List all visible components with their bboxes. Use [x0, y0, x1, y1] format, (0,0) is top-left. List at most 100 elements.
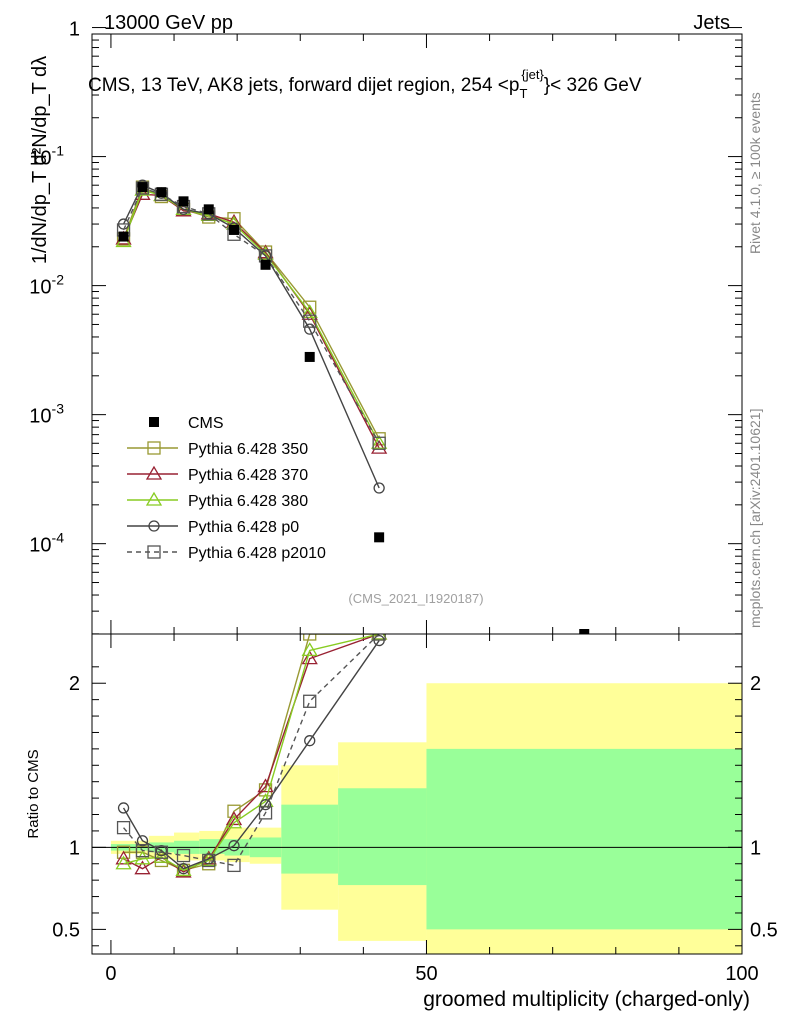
series-point-1: [371, 439, 388, 454]
ratio-point-3: [117, 802, 130, 814]
series-line-2: [122, 189, 380, 444]
rivet-version-label: Rivet 4.1.0, ≥ 100k events: [747, 92, 763, 254]
series-point-3: [304, 323, 316, 335]
ratio-panel: 0 50 100 0.5 0.5 1 1 2 2: [52, 634, 778, 985]
ratio-point-3: [228, 840, 240, 852]
ratio-point-3: [304, 735, 316, 747]
legend-marker: [145, 465, 163, 480]
ratio-point-0: [116, 845, 131, 859]
y-tick-label: 10-3: [29, 401, 64, 428]
ratio-line-2: [123, 634, 380, 872]
x-axis-label: groomed multiplicity (charged-only): [423, 988, 750, 1011]
y-tick-label: 10-4: [29, 530, 64, 557]
ratio-point-4: [154, 845, 169, 859]
ratio-stat-uncertainty-band: [281, 804, 339, 874]
ratio-stat-uncertainty-band: [338, 788, 427, 886]
legend-label: Pythia 6.428 380: [188, 493, 308, 510]
ratio-point-1: [301, 650, 318, 665]
ratio-point-4: [303, 694, 317, 708]
y-tick-label: 1: [69, 19, 80, 41]
series-line-4: [122, 187, 380, 444]
series-line-1: [122, 193, 380, 449]
cms-data-point: [156, 187, 167, 198]
ratio-point-1: [134, 860, 151, 875]
series-point-2: [371, 434, 388, 449]
cms-data-point: [203, 204, 214, 215]
ratio-point-2: [371, 634, 388, 640]
y-tick-label: 10-2: [29, 272, 64, 299]
ratio-point-1: [175, 863, 192, 878]
series-point-4: [303, 314, 317, 328]
ratio-point-3: [177, 863, 190, 875]
cms-data-point: [304, 351, 315, 362]
header-energy-label: 13000 GeV pp: [104, 12, 233, 34]
main-panel: 10-4 10-3 10-2 10-1 1: [29, 19, 743, 635]
cms-data-point: [137, 182, 148, 193]
ratio-point-0: [303, 634, 317, 641]
legend-label: Pythia 6.428 350: [188, 441, 308, 458]
legend: CMS Pythia 6.428 350 Pythia 6.428 370 Pythi…: [127, 415, 326, 562]
ratio-point-1: [225, 811, 243, 826]
chart-title: CMS, 13 TeV, AK8 jets, forward dijet reg…: [88, 67, 642, 101]
legend-label: Pythia 6.428 p0: [188, 519, 299, 536]
ratio-stat-uncertainty-band: [426, 748, 742, 930]
analysis-tag: (CMS_2021_I1920187): [348, 591, 483, 606]
legend-marker: [147, 441, 161, 455]
ratio-point-3: [136, 835, 149, 847]
ratio-point-0: [227, 804, 241, 818]
x-tick-label: 100: [725, 963, 758, 985]
y-ratio-tick-label: 1: [69, 837, 80, 859]
ratio-series-layer: [115, 634, 388, 878]
ratio-point-4: [258, 806, 273, 820]
cms-data-point: [178, 196, 189, 207]
legend-label-cms: CMS: [188, 415, 224, 432]
legend-label: Pythia 6.428 370: [188, 467, 308, 484]
main-series-layer: [115, 179, 590, 634]
ratio-point-4: [227, 858, 241, 873]
ratio-point-3: [259, 799, 272, 811]
series-point-4: [135, 181, 150, 195]
y-ratio-tick-label-right: 2: [750, 673, 761, 695]
ratio-point-1: [257, 778, 274, 793]
legend-marker: [147, 545, 161, 559]
cms-data-point: [260, 259, 271, 270]
ratio-point-4: [116, 820, 131, 835]
y-ratio-tick-label: 2: [69, 673, 80, 695]
ratio-point-1: [115, 850, 132, 865]
legend-marker: [148, 520, 160, 532]
ratio-point-2: [301, 642, 318, 657]
y-ratio-tick-label: 0.5: [52, 919, 80, 941]
ratio-point-2: [115, 855, 132, 870]
ratio-panel-frame: [91, 633, 743, 955]
ratio-point-4: [176, 848, 191, 863]
series-point-1: [301, 305, 318, 320]
ratio-point-2: [134, 850, 151, 865]
main-panel-frame: [91, 33, 743, 635]
x-tick-label: 0: [105, 963, 116, 985]
legend-label: Pythia 6.428 p2010: [188, 545, 326, 562]
svg-text:1/dN/dp_T d²N/dp_T dλ: 1/dN/dp_T d²N/dp_T dλ: [29, 56, 51, 264]
series-point-2: [301, 304, 318, 319]
y-ratio-tick-label-right: 1: [750, 837, 761, 859]
ratio-point-4: [372, 634, 386, 641]
ratio-point-1: [371, 634, 388, 640]
cms-data-point: [118, 231, 129, 242]
y-axis-label-main: 1/dN/dp_T d²N/dp_T dλ: [29, 56, 51, 264]
cms-data-point: [374, 532, 385, 543]
cms-data-point: [228, 224, 239, 235]
x-tick-label: 50: [415, 963, 437, 985]
ratio-point-4: [202, 853, 216, 868]
cms-data-point: [579, 629, 590, 634]
ratio-point-4: [135, 843, 150, 858]
legend-marker-cms: [149, 417, 159, 427]
legend-marker: [145, 491, 163, 506]
ratio-point-2: [225, 814, 243, 829]
ratio-point-2: [175, 862, 192, 876]
series-point-4: [372, 436, 386, 450]
mcplots-label: mcplots.cern.ch [arXiv:2401.10621]: [747, 409, 763, 628]
y-ratio-tick-label-right: 0.5: [750, 919, 778, 941]
y-tick-label: 10-1: [29, 143, 64, 170]
header-jets-label: Jets: [693, 12, 730, 34]
ratio-point-2: [153, 848, 170, 863]
